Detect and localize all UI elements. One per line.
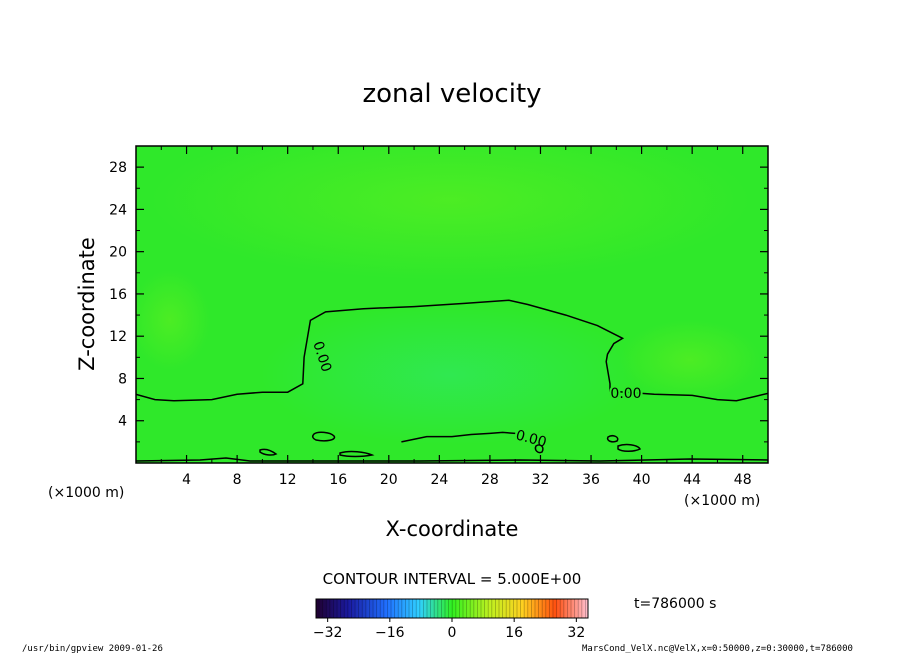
x-tick-label: 28 (481, 472, 499, 488)
x-tick-label: 4 (182, 472, 191, 488)
contour-loop-6 (534, 444, 544, 454)
heatmap-shade-left (136, 270, 210, 370)
heatmap-shade-upper (150, 146, 750, 280)
colorbar-tick-label: −32 (313, 625, 343, 641)
x-tick-label: 12 (279, 472, 297, 488)
contour-line-lower (401, 431, 516, 443)
time-label: t=786000 s (634, 596, 716, 612)
colorbar-tick-label: 32 (567, 625, 585, 641)
contour-loop-1 (311, 431, 336, 442)
contour-bottom-line (136, 457, 768, 462)
footer-left: /usr/bin/gpview 2009-01-26 (22, 644, 163, 654)
x-tick-label: 8 (233, 472, 242, 488)
x-tick-label: 36 (582, 472, 600, 488)
y-tick-label: 28 (109, 160, 127, 176)
colorbar-tick-label: 0 (448, 625, 457, 641)
chart-title: zonal velocity (362, 79, 541, 109)
y-tick-label: 16 (109, 287, 127, 303)
colorbar-ticks: −32 −16 0 16 32 (313, 618, 585, 641)
colorbar-tick-label: −16 (375, 625, 405, 641)
contour-loop-5 (617, 443, 642, 452)
colorbar-fill (316, 599, 588, 618)
y-tick-label: 12 (109, 329, 127, 345)
heatmap-shade-core (260, 305, 640, 445)
y-axis-label: Z-coordinate (75, 237, 99, 371)
x-axis-label: X-coordinate (386, 517, 519, 541)
y-tick-label: 8 (118, 371, 127, 387)
x-tick-label: 40 (633, 472, 651, 488)
x-tick-label: 44 (683, 472, 701, 488)
contour-interval-text: CONTOUR INTERVAL = 5.000E+00 (323, 570, 582, 588)
plot-area: 0.00 0.00 0.00 4 8 12 16 20 24 28 32 36 40 44 48481… (109, 145, 769, 488)
colorbar-stripes (318, 599, 586, 618)
contour-label-right: 0.00 (610, 386, 641, 402)
x-tick-label: 48 (734, 472, 752, 488)
footer-right: MarsCond_VelX.nc@VelX,x=0:50000,z=0:3000… (582, 644, 853, 654)
x-tick-label: 32 (532, 472, 550, 488)
colorbar-tick-label: 16 (505, 625, 523, 641)
contour-line-main (136, 299, 768, 402)
y-tick-label: 4 (118, 414, 127, 430)
contour-loop-4 (606, 435, 619, 443)
y-tick-label: 20 (109, 245, 127, 261)
x-tick-label: 16 (329, 472, 347, 488)
x-axis-unit: (×1000 m) (684, 493, 760, 509)
x-tick-label: 24 (430, 472, 448, 488)
contour-label-lower: 0.00 (514, 427, 548, 451)
heatmap-shade-right (620, 320, 760, 400)
contour-loop-2 (259, 448, 278, 456)
y-axis-unit: (×1000 m) (48, 485, 124, 501)
y-tick-label: 24 (109, 202, 127, 218)
contour-loop-3 (339, 450, 375, 458)
x-tick-label: 20 (380, 472, 398, 488)
plot-frame (135, 145, 769, 464)
colorbar: −32 −16 0 16 32 (313, 598, 589, 641)
